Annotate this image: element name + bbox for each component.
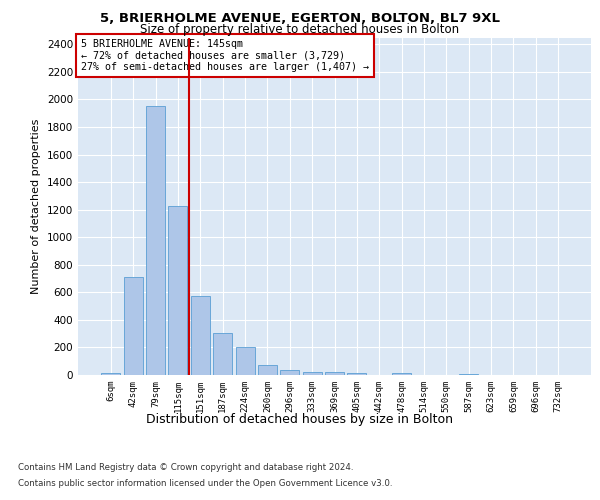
Text: 5 BRIERHOLME AVENUE: 145sqm
← 72% of detached houses are smaller (3,729)
27% of : 5 BRIERHOLME AVENUE: 145sqm ← 72% of det… bbox=[80, 39, 368, 72]
Text: Contains HM Land Registry data © Crown copyright and database right 2024.: Contains HM Land Registry data © Crown c… bbox=[18, 462, 353, 471]
Bar bbox=[392, 373, 411, 375]
Y-axis label: Number of detached properties: Number of detached properties bbox=[31, 118, 41, 294]
Bar bbox=[146, 106, 165, 375]
Bar bbox=[101, 372, 121, 375]
Text: Size of property relative to detached houses in Bolton: Size of property relative to detached ho… bbox=[140, 22, 460, 36]
Bar bbox=[191, 296, 210, 375]
Text: 5, BRIERHOLME AVENUE, EGERTON, BOLTON, BL7 9XL: 5, BRIERHOLME AVENUE, EGERTON, BOLTON, B… bbox=[100, 12, 500, 24]
Text: Contains public sector information licensed under the Open Government Licence v3: Contains public sector information licen… bbox=[18, 479, 392, 488]
Bar bbox=[236, 347, 254, 375]
Text: Distribution of detached houses by size in Bolton: Distribution of detached houses by size … bbox=[146, 412, 454, 426]
Bar bbox=[459, 374, 478, 375]
Bar bbox=[124, 277, 143, 375]
Bar bbox=[302, 372, 322, 375]
Bar bbox=[258, 364, 277, 375]
Bar bbox=[280, 370, 299, 375]
Bar bbox=[169, 206, 187, 375]
Bar bbox=[213, 333, 232, 375]
Bar bbox=[347, 372, 367, 375]
Bar bbox=[325, 372, 344, 375]
